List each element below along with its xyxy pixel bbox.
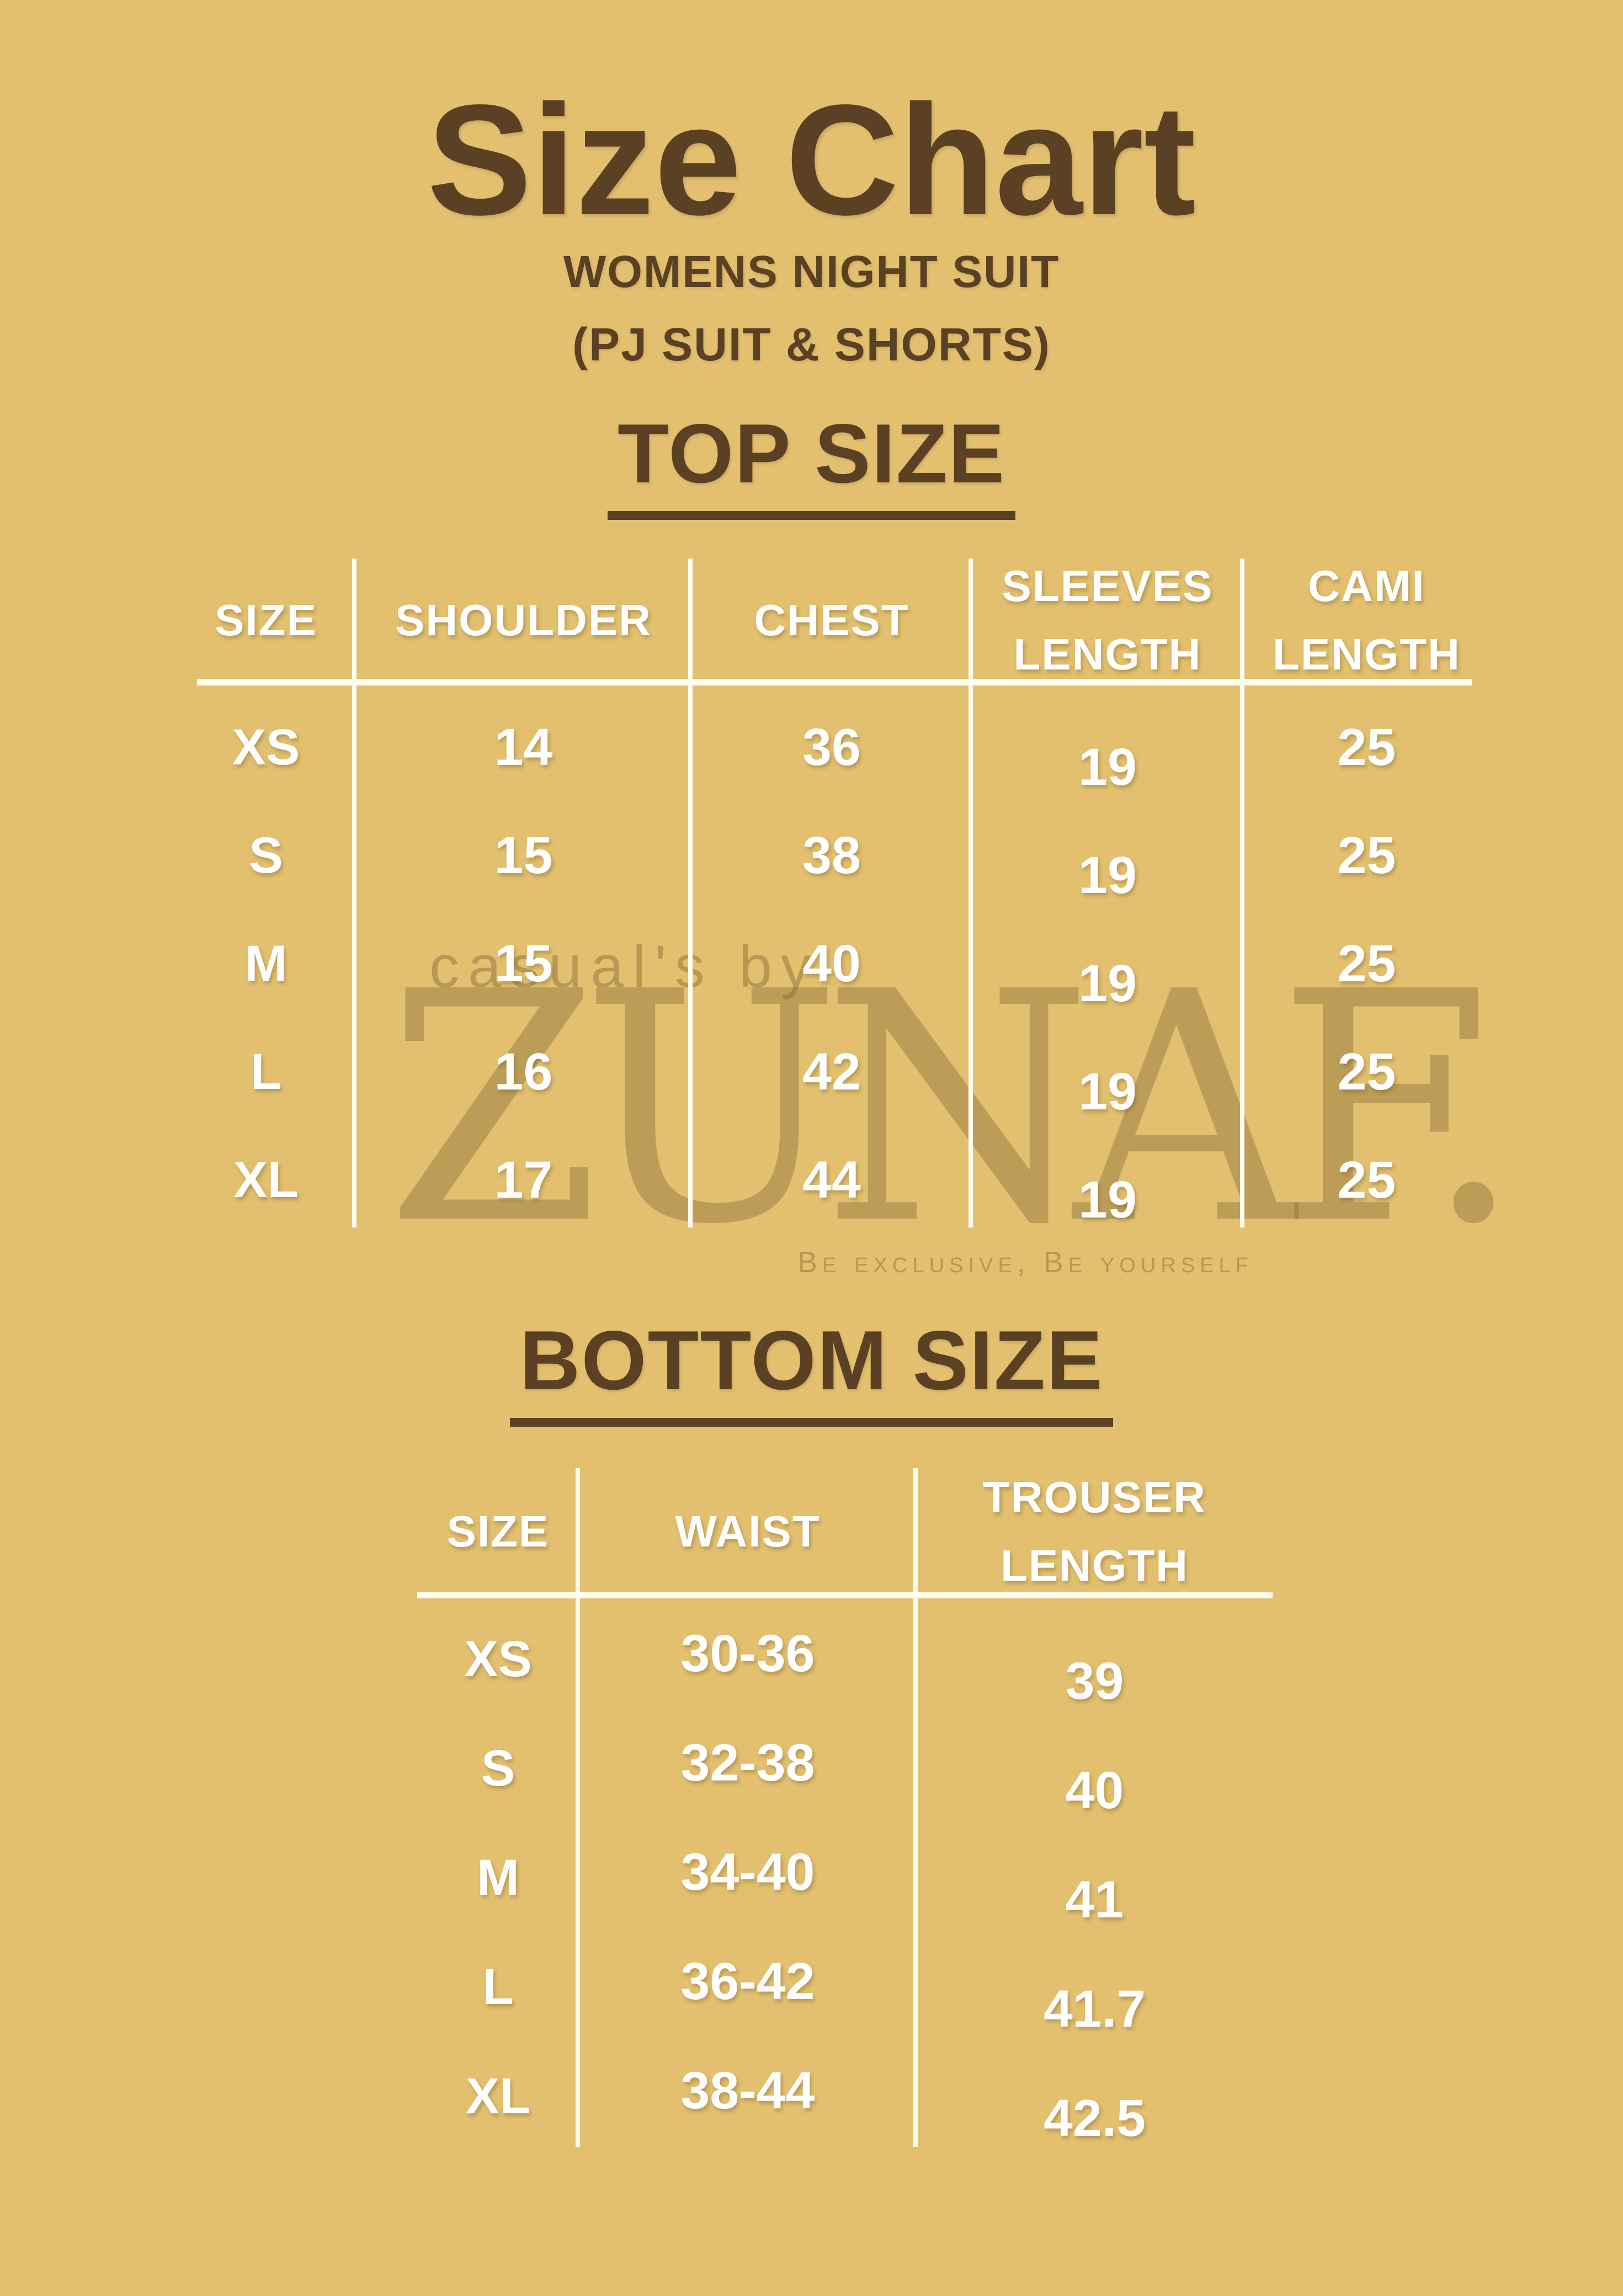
cell-value: 39 [1065, 1651, 1124, 1710]
cell-value: 16 [494, 1042, 553, 1101]
cell-value: 32-38 [680, 1733, 815, 1792]
page-title: Size Chart [427, 72, 1196, 248]
column-header-cami-length: CAMI LENGTH [1243, 559, 1490, 682]
bottom-size-heading: BOTTOM SIZE [509, 1312, 1114, 1427]
row-label: L [250, 1043, 282, 1100]
top-table-divider-3 [969, 559, 973, 1227]
top-table-header-rule [197, 679, 1472, 685]
cell-value: 40 [802, 934, 861, 993]
top-table-divider-2 [688, 559, 693, 1227]
cell-value: 25 [1337, 1042, 1396, 1101]
column-header-size: SIZE [446, 1507, 550, 1556]
row-label: XS [464, 1630, 532, 1687]
cell-value: 38 [802, 826, 861, 885]
cell-value: 38-44 [680, 2061, 815, 2120]
top-size-table: SIZE SHOULDER CHEST SLEEVES LENGTH CAMI … [177, 559, 1490, 1229]
column-header-sleeves-length: SLEEVES LENGTH [972, 559, 1243, 682]
cell-value: 25 [1337, 934, 1396, 993]
column-header-size: SIZE [215, 596, 317, 645]
column-header-label: TROUSER LENGTH [982, 1473, 1207, 1590]
cell-value: 19 [1078, 1062, 1137, 1121]
cell-value: 19 [1078, 1170, 1137, 1229]
bottom-size-table: SIZE WAIST TROUSER LENGTH XS 30-36 39 S … [417, 1468, 1273, 2148]
top-size-heading-wrap: TOP SIZE [0, 406, 1623, 520]
subtitle-product: WOMENS NIGHT SUIT [563, 247, 1060, 297]
column-header-chest: CHEST [754, 596, 909, 645]
cell-value: 19 [1078, 954, 1137, 1013]
top-size-heading: TOP SIZE [607, 406, 1016, 520]
subtitle-variant: (PJ SUIT & SHORTS) [572, 318, 1051, 370]
column-header-shoulder: SHOULDER [395, 596, 652, 645]
cell-value: 42.5 [1044, 2088, 1146, 2148]
bottom-table-divider-1 [576, 1468, 580, 2147]
cell-value: 34-40 [680, 1842, 815, 1901]
watermark-brand-logo: ZUNAF. [386, 924, 1523, 1294]
cell-value: 44 [802, 1150, 861, 1209]
watermark-casuals-by: casual's by [429, 933, 820, 1000]
row-label: M [477, 1849, 519, 1906]
row-label: M [244, 935, 288, 992]
cell-value: 25 [1337, 718, 1396, 777]
cell-value: 41.7 [1044, 1979, 1146, 2038]
row-label: L [482, 1958, 514, 2015]
row-label: XL [465, 2068, 531, 2124]
top-table-divider-4 [1240, 559, 1244, 1227]
row-label: S [249, 827, 283, 884]
row-label: XS [232, 719, 300, 775]
cell-value: 19 [1078, 737, 1137, 796]
cell-value: 36 [802, 718, 861, 777]
row-label: S [481, 1740, 515, 1797]
cell-value: 30-36 [680, 1624, 815, 1683]
cell-value: 15 [494, 826, 553, 885]
cell-value: 25 [1337, 1150, 1396, 1209]
bottom-table-divider-2 [913, 1468, 918, 2147]
column-header-label: CAMI LENGTH [1273, 561, 1461, 679]
top-table-divider-1 [352, 559, 356, 1227]
row-label: XL [233, 1151, 299, 1208]
cell-value: 25 [1337, 826, 1396, 885]
cell-value: 15 [494, 934, 553, 993]
cell-value: 42 [802, 1042, 861, 1101]
column-header-trouser-length: TROUSER LENGTH [917, 1468, 1273, 1595]
cell-value: 41 [1065, 1870, 1124, 1929]
bottom-size-heading-wrap: BOTTOM SIZE [0, 1312, 1623, 1427]
cell-value: 17 [494, 1150, 553, 1209]
column-header-label: SLEEVES LENGTH [1002, 561, 1214, 679]
cell-value: 40 [1065, 1761, 1124, 1820]
cell-value: 36-42 [680, 1952, 815, 2011]
bottom-table-header-rule [417, 1592, 1273, 1598]
cell-value: 14 [494, 718, 553, 777]
watermark-tagline: Be exclusive, Be yourself [797, 1246, 1253, 1279]
column-header-waist: WAIST [675, 1507, 821, 1556]
cell-value: 19 [1078, 846, 1137, 905]
